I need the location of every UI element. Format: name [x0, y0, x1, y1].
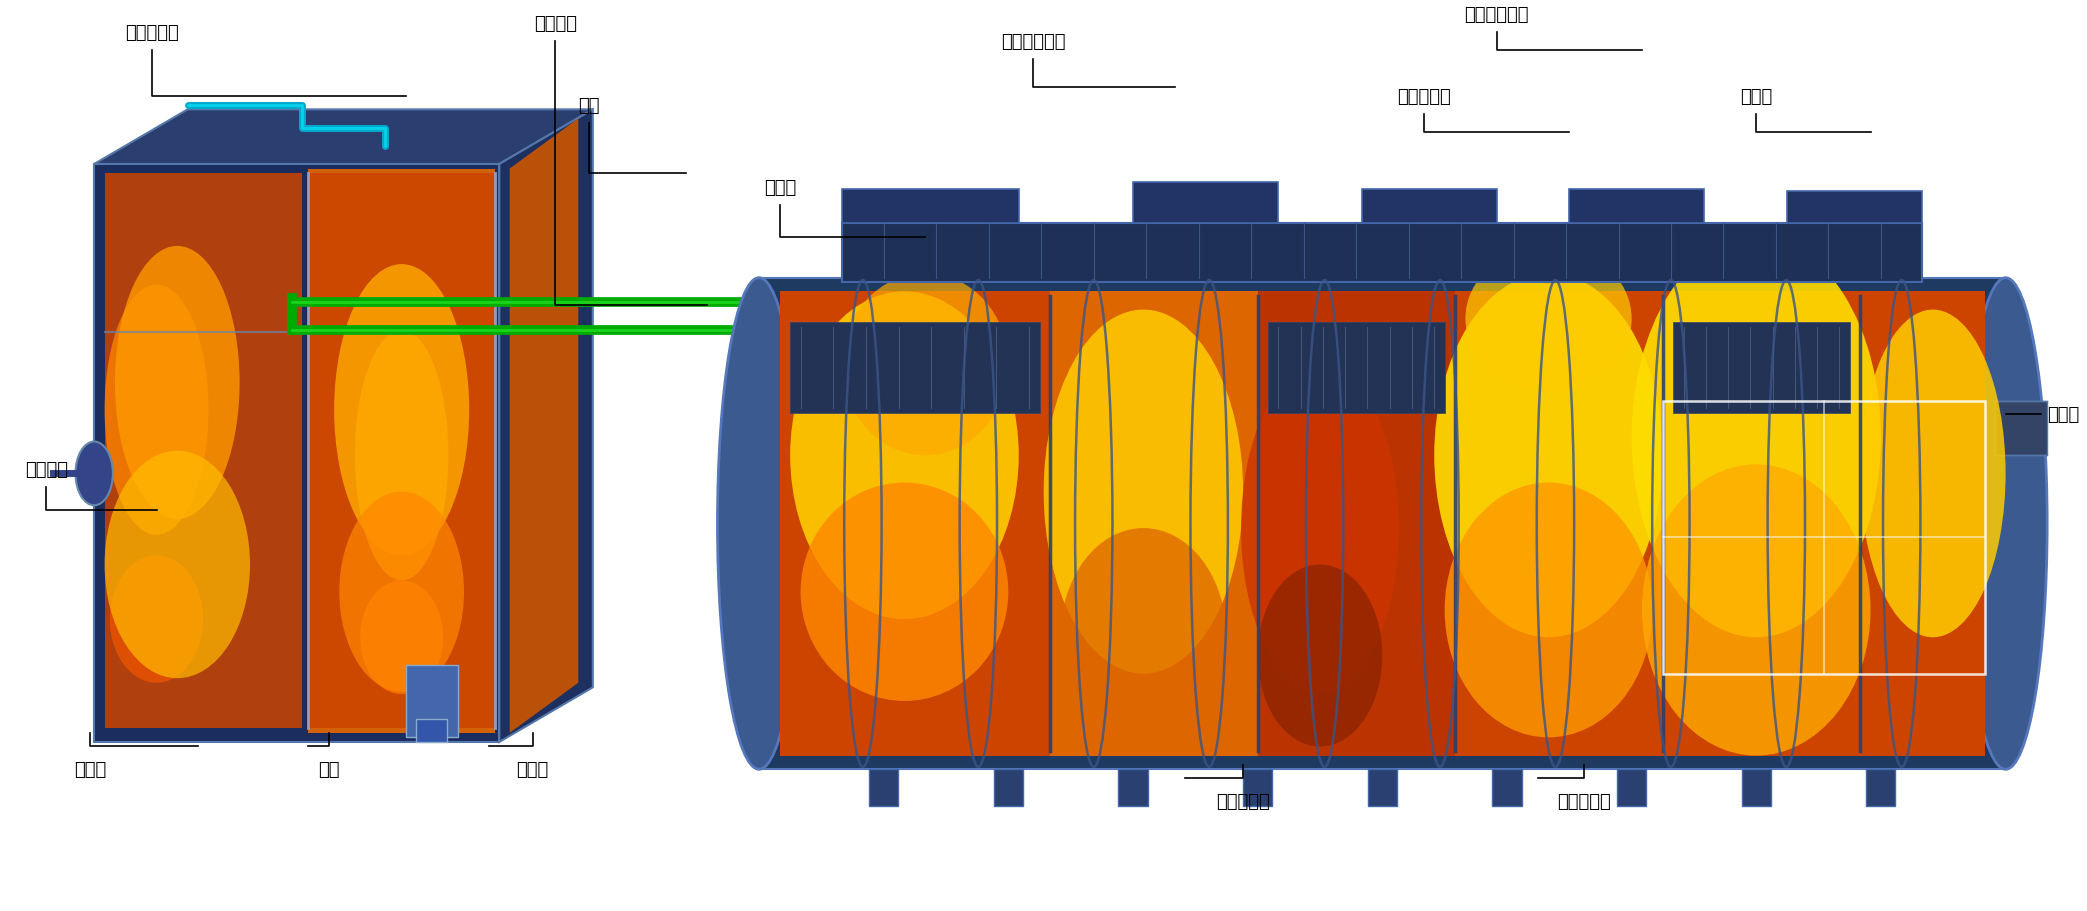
Text: 挡板: 挡板 [317, 761, 340, 778]
Text: 污水进口: 污水进口 [25, 460, 69, 478]
Ellipse shape [115, 247, 240, 519]
Text: 接触氧化池: 接触氧化池 [1217, 792, 1271, 810]
Text: 风机送风管: 风机送风管 [1396, 87, 1450, 106]
Text: 加药消毒装置: 加药消毒装置 [1465, 5, 1530, 24]
Bar [1569, 189, 1705, 224]
Bar [781, 292, 1050, 756]
Bar [1860, 292, 1985, 756]
Ellipse shape [361, 580, 442, 694]
Ellipse shape [334, 265, 470, 556]
Bar [1866, 770, 1895, 805]
Bar [1743, 770, 1772, 805]
Text: 潜水泵: 潜水泵 [515, 761, 549, 778]
Polygon shape [94, 165, 499, 742]
Bar [1133, 183, 1279, 224]
Ellipse shape [75, 442, 113, 506]
Ellipse shape [718, 279, 801, 770]
Text: 溢水口: 溢水口 [73, 761, 106, 778]
Bar [843, 189, 1018, 224]
Bar [781, 292, 1985, 756]
Ellipse shape [843, 274, 1008, 456]
Ellipse shape [1242, 364, 1398, 692]
Bar [1119, 770, 1148, 805]
Bar [415, 720, 447, 742]
Polygon shape [499, 110, 593, 742]
Text: 人孔: 人孔 [578, 97, 599, 115]
Bar [1995, 401, 2047, 456]
Bar [1492, 770, 1521, 805]
Polygon shape [94, 110, 593, 165]
Text: 反冲水回流管: 反冲水回流管 [1002, 33, 1066, 51]
Ellipse shape [111, 556, 202, 683]
Bar [1617, 770, 1647, 805]
Polygon shape [509, 119, 578, 733]
Bar [1367, 770, 1396, 805]
Text: 出水口: 出水口 [2047, 405, 2079, 424]
Text: 清水池: 清水池 [1741, 87, 1772, 106]
Bar [1663, 401, 1985, 674]
Ellipse shape [104, 285, 209, 536]
Bar [1663, 292, 1860, 756]
Ellipse shape [1632, 238, 1880, 638]
Polygon shape [309, 174, 495, 729]
Polygon shape [104, 174, 303, 729]
Ellipse shape [1044, 311, 1244, 674]
Ellipse shape [1642, 465, 1870, 756]
Ellipse shape [1258, 565, 1382, 747]
Ellipse shape [1060, 528, 1227, 747]
Bar [1244, 770, 1273, 805]
Ellipse shape [1964, 279, 2047, 770]
Bar [791, 322, 1039, 414]
Text: 送污水管: 送污水管 [534, 15, 576, 33]
Bar [1455, 292, 1663, 756]
Bar [1786, 192, 1922, 224]
Ellipse shape [104, 451, 250, 679]
Bar [1674, 322, 1849, 414]
Ellipse shape [1434, 274, 1663, 638]
Bar [1050, 292, 1258, 756]
Ellipse shape [1465, 247, 1632, 392]
Ellipse shape [791, 292, 1018, 619]
Text: 澄清化泥池: 澄清化泥池 [125, 24, 179, 42]
Bar [1361, 189, 1496, 224]
Bar [1269, 322, 1444, 414]
Ellipse shape [1860, 311, 2006, 638]
Bar [843, 224, 1922, 283]
Text: 深度净化池: 深度净化池 [1557, 792, 1611, 810]
Bar [405, 665, 457, 738]
Ellipse shape [801, 483, 1008, 701]
Ellipse shape [340, 492, 463, 692]
Text: 沉淀池: 沉淀池 [764, 179, 795, 197]
Bar [993, 770, 1023, 805]
Ellipse shape [1444, 483, 1653, 738]
Ellipse shape [355, 331, 449, 580]
Polygon shape [309, 169, 495, 733]
Bar [760, 279, 2006, 770]
Bar [1258, 292, 1455, 756]
Bar [868, 770, 897, 805]
